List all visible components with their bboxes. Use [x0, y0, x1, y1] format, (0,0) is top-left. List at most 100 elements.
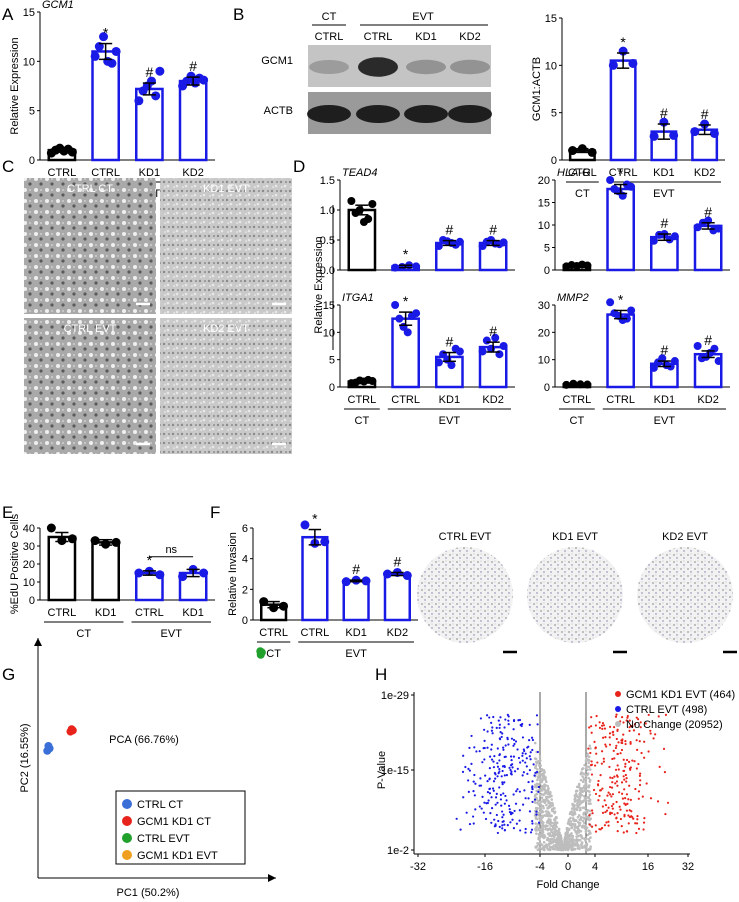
volcano-point-nochange	[534, 806, 538, 810]
data-point	[90, 51, 100, 61]
volcano-point-kd1-evt	[657, 715, 660, 718]
volcano-point-kd1-evt	[614, 715, 618, 718]
data-point	[690, 127, 700, 137]
volcano-point-ctrl-evt	[504, 718, 507, 721]
volcano-point-ctrl-evt	[490, 721, 493, 725]
volcano-point-nochange	[554, 825, 558, 828]
data-point	[320, 537, 330, 547]
volcano-point-nochange	[583, 837, 586, 840]
volcano-point-kd1-evt	[597, 779, 600, 783]
volcano-point-nochange	[584, 830, 588, 833]
volcano-point-kd1-evt	[615, 780, 619, 783]
panel-d-chart-3: 0 10 20 30 MMP2 CTRL * CTRL # KD1 # KD2 CT EVT	[538, 291, 730, 427]
volcano-point-nochange	[554, 821, 557, 824]
data-point	[90, 536, 100, 546]
data-point	[499, 238, 508, 247]
volcano-point-ctrl-evt	[518, 718, 522, 722]
data-point	[670, 232, 679, 241]
data-point	[583, 261, 592, 270]
volcano-point-kd1-evt	[593, 740, 596, 743]
volcano-point-ctrl-evt	[498, 770, 501, 773]
data-point	[478, 347, 487, 356]
volcano-point-ctrl-evt	[490, 821, 493, 824]
volcano-point-nochange	[553, 847, 556, 851]
volcano-point-nochange	[573, 847, 577, 851]
volcano-point-kd1-evt	[626, 716, 629, 719]
volcano-point-ctrl-evt	[496, 747, 499, 750]
volcano-point-nochange	[554, 828, 557, 831]
y-tick-label: 0	[544, 265, 550, 277]
group-label: CT	[570, 415, 585, 427]
volcano-point-nochange	[555, 842, 559, 846]
volcano-point-ctrl-evt	[467, 767, 470, 770]
volcano-point-nochange	[551, 802, 554, 805]
panel-d-chart-0: 0.0 0.5 1.0 1.5 TEAD4 * # #	[320, 167, 515, 277]
volcano-point-kd1-evt	[637, 762, 640, 766]
volcano-point-kd1-evt	[612, 733, 615, 736]
volcano-point-kd1-evt	[603, 727, 607, 730]
volcano-point-nochange	[544, 778, 547, 781]
volcano-point-ctrl-evt	[531, 780, 534, 783]
y-tick-label: 1e-15	[381, 765, 409, 777]
data-point	[606, 298, 615, 307]
volcano-point-nochange	[552, 839, 556, 843]
volcano-point-ctrl-evt	[483, 739, 486, 742]
volcano-point-kd1-evt	[656, 800, 660, 803]
volcano-point-ctrl-evt	[498, 726, 501, 730]
volcano-point-nochange	[544, 776, 547, 779]
y-tick-label: 10	[545, 60, 557, 72]
volcano-point-ctrl-evt	[464, 765, 467, 769]
x-tick-label: CTRL	[91, 167, 120, 179]
volcano-point-kd1-evt	[621, 797, 625, 800]
volcano-point-nochange	[550, 798, 554, 801]
y-tick-label: 6	[242, 523, 248, 535]
y-tick-label: 30	[538, 300, 550, 312]
data-point	[455, 347, 464, 356]
volcano-point-ctrl-evt	[519, 829, 522, 832]
volcano-point-nochange	[570, 813, 574, 816]
volcano-point-nochange	[580, 768, 584, 771]
volcano-point-ctrl-evt	[474, 782, 477, 785]
volcano-point-ctrl-evt	[462, 754, 465, 757]
volcano-point-nochange	[580, 842, 584, 845]
y-tick-label: 0	[242, 615, 248, 627]
volcano-point-nochange	[546, 795, 550, 799]
gene-title: HLA-G	[557, 167, 591, 179]
volcano-point-kd1-evt	[628, 726, 631, 729]
volcano-point-ctrl-evt	[471, 815, 475, 818]
volcano-point-nochange	[538, 841, 542, 845]
volcano-point-kd1-evt	[605, 745, 608, 748]
bar	[342, 579, 370, 622]
volcano-points	[455, 713, 670, 852]
volcano-point-kd1-evt	[615, 800, 618, 804]
volcano-point-kd1-evt	[590, 763, 594, 766]
volcano-point-kd1-evt	[601, 727, 604, 730]
volcano-point-nochange	[584, 759, 588, 763]
volcano-point-kd1-evt	[608, 732, 612, 735]
volcano-point-nochange	[534, 783, 537, 787]
y-tick-label: 1e-2	[387, 845, 409, 857]
volcano-point-nochange	[585, 796, 589, 799]
legend-label: CTRL EVT	[137, 833, 190, 845]
volcano-point-ctrl-evt	[503, 726, 506, 729]
volcano-point-kd1-evt	[635, 739, 638, 742]
volcano-point-kd1-evt	[654, 733, 657, 736]
volcano-point-nochange	[547, 804, 551, 808]
volcano-point-nochange	[538, 779, 542, 782]
legend-marker	[122, 850, 132, 860]
volcano-point-nochange	[537, 774, 541, 777]
data-point	[649, 131, 659, 141]
volcano-point-ctrl-evt	[536, 750, 539, 754]
volcano-point-kd1-evt	[616, 784, 619, 787]
volcano-point-nochange	[586, 773, 589, 777]
volcano-point-ctrl-evt	[490, 758, 494, 761]
volcano-point-ctrl-evt	[522, 771, 525, 774]
volcano-point-kd1-evt	[613, 757, 616, 760]
volcano-point-nochange	[573, 794, 577, 797]
blot-band-gcm1	[450, 59, 490, 75]
volcano-point-kd1-evt	[616, 752, 619, 756]
volcano-point-ctrl-evt	[483, 728, 486, 731]
volcano-point-kd1-evt	[623, 788, 626, 791]
data-point	[382, 569, 392, 579]
volcano-point-ctrl-evt	[537, 790, 540, 793]
